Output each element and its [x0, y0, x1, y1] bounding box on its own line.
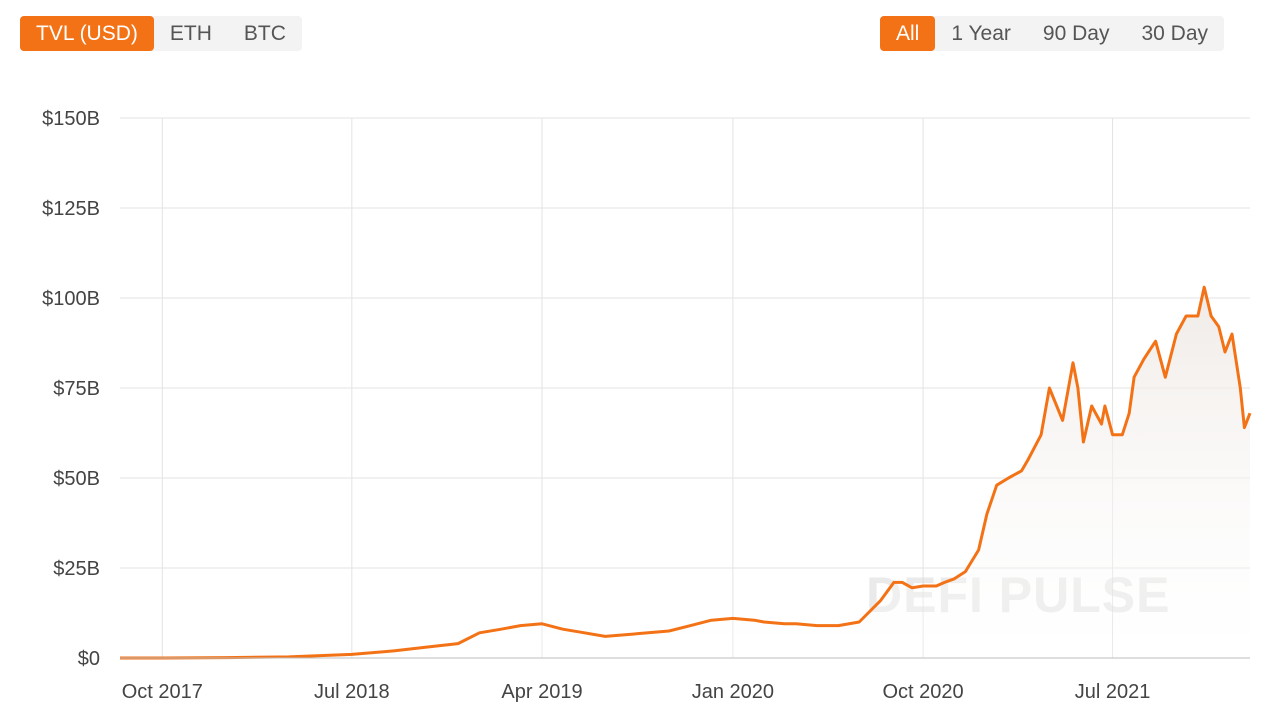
x-axis-labels: Oct 2017 Jul 2018 Apr 2019 Jan 2020 Oct 2020… — [122, 681, 1151, 703]
x-tick-label: Oct 2017 — [122, 681, 203, 703]
y-tick-label: $50B — [53, 468, 100, 490]
range-tab-90-day[interactable]: 90 Day — [1042, 22, 1110, 45]
x-tick-label: Jan 2020 — [692, 681, 774, 703]
y-tick-label: $150B — [42, 108, 100, 130]
tab-btc[interactable]: BTC — [243, 22, 286, 45]
range-tab-30-day[interactable]: 30 Day — [1141, 22, 1209, 45]
x-tick-label: Oct 2020 — [882, 681, 963, 703]
currency-tab-group: TVL (USD) ETH BTC — [20, 16, 302, 51]
series-area-fill — [120, 287, 1250, 658]
y-tick-label: $100B — [42, 288, 100, 310]
y-tick-label: $0 — [78, 648, 100, 670]
y-tick-label: $75B — [53, 378, 100, 400]
range-tab-group: All 1 Year 90 Day 30 Day — [880, 16, 1225, 51]
series-line-tvl[interactable] — [120, 285, 1252, 660]
x-tick-label: Apr 2019 — [501, 681, 582, 703]
tab-tvl-usd[interactable]: TVL (USD) — [20, 16, 154, 51]
y-tick-label: $125B — [42, 198, 100, 220]
range-tab-all[interactable]: All — [880, 16, 936, 51]
y-axis-labels: $0 $25B $50B $75B $100B $125B $150B — [42, 108, 100, 670]
x-tick-label: Jul 2018 — [314, 681, 390, 703]
tab-eth[interactable]: ETH — [169, 22, 212, 45]
y-tick-label: $25B — [53, 558, 100, 580]
range-tab-1-year[interactable]: 1 Year — [951, 22, 1011, 45]
x-tick-label: Jul 2021 — [1075, 681, 1151, 703]
